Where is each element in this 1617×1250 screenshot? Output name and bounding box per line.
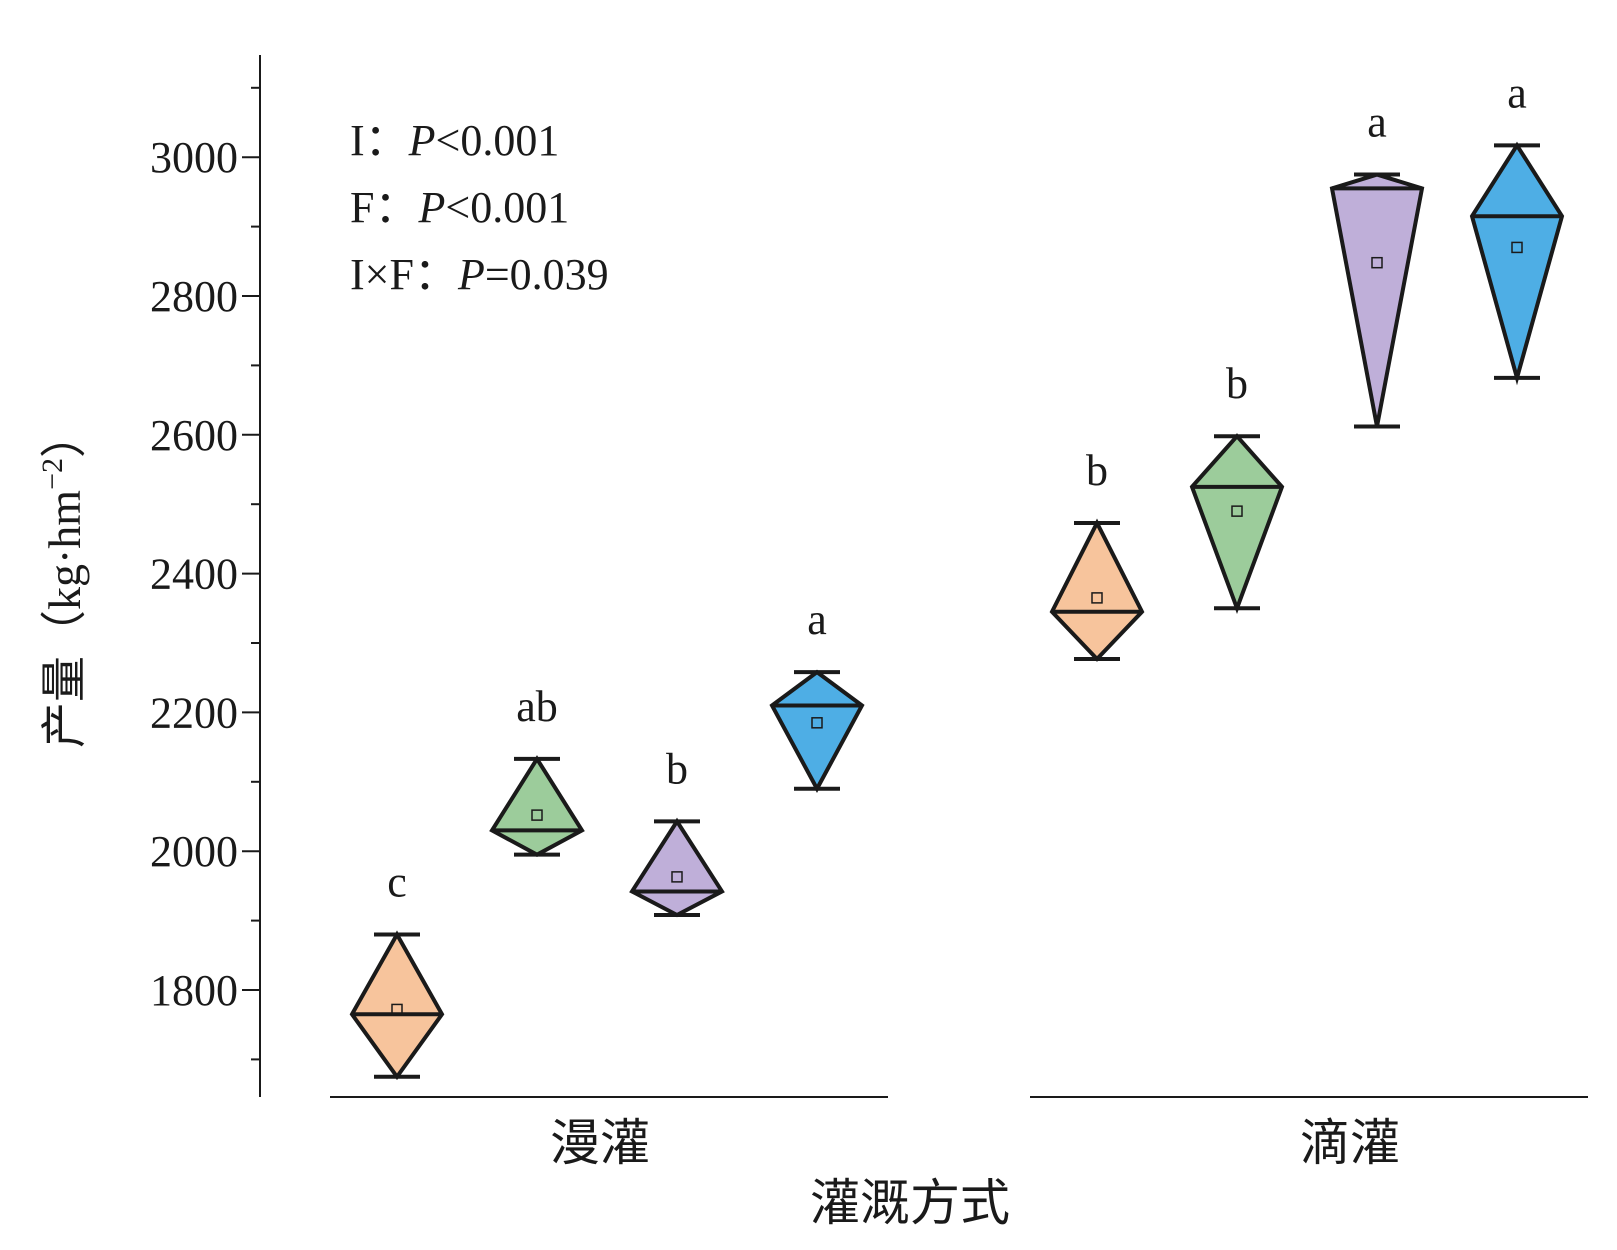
annotation-line-1: I：P<0.001 [350,116,559,165]
x-axis-title: 灌溉方式 [810,1175,1010,1231]
mean-marker [391,1003,403,1016]
box-mark: a [1469,68,1565,386]
axes: 1800 2000 2200 2400 2600 2800 3000 [150,55,1588,1098]
y-axis-title: 产量（kg·hm−2） [36,412,90,748]
mean-marker [811,717,823,729]
y-tick-label: 2400 [150,550,238,599]
box-mark: c [349,857,445,1081]
y-tick-label: 2600 [150,411,238,460]
significance-letter: c [387,857,407,906]
x-group-label-flood: 漫灌 [550,1115,650,1171]
box-mark: b [629,744,725,918]
box-mark: ab [489,682,585,857]
box-diamond [349,930,445,1081]
y-tick-label: 2800 [150,272,238,321]
significance-letter: b [666,744,688,793]
box-diamond [1049,518,1145,662]
box-mark: b [1189,359,1285,615]
box-diamond [629,817,725,918]
annotation-line-3: I×F：P=0.039 [350,250,609,299]
mean-marker [671,871,683,883]
significance-letter: ab [516,682,558,731]
box-diamond [489,755,585,857]
mean-marker [531,809,543,821]
y-tick-label: 3000 [150,133,238,182]
box-mark: a [1329,98,1425,429]
y-tick-label: 2000 [150,827,238,876]
box-diamond [1189,433,1285,615]
significance-letter: a [1367,98,1387,147]
box-mark: b [1049,446,1145,662]
x-group-label-drip: 滴灌 [1300,1115,1400,1171]
annotation-line-2: F：P<0.001 [350,183,569,232]
box-diamond [769,669,865,793]
box-diamond [1469,141,1565,386]
box-mark: a [769,595,865,793]
significance-letter: a [807,595,827,644]
mean-marker [1371,256,1383,269]
significance-letter: a [1507,68,1527,117]
y-tick-label: 1800 [150,966,238,1015]
mean-marker [1231,505,1243,517]
significance-letter: b [1086,446,1108,495]
significance-letter: b [1226,359,1248,408]
mean-marker [1511,241,1523,254]
mean-marker [1091,592,1103,604]
stats-annotation: I：P<0.001 F：P<0.001 I×F：P=0.039 [350,116,609,299]
box-diamond [1329,172,1425,427]
y-tick-label: 2200 [150,688,238,737]
